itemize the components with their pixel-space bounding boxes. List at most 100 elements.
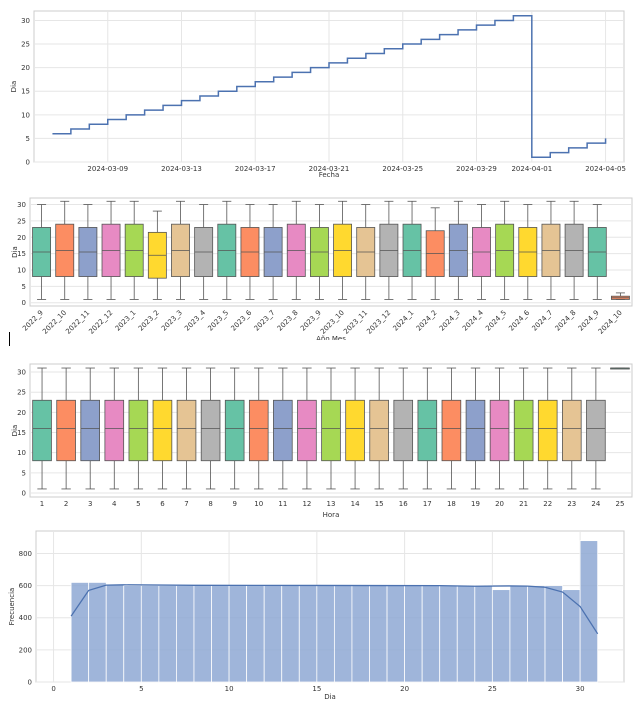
y-tick-label: 20: [17, 409, 26, 417]
x-tick-label: 20: [400, 685, 409, 693]
box: [128, 399, 149, 462]
histogram-bar: [351, 585, 370, 683]
box: [586, 399, 606, 462]
y-tick-label: 30: [17, 201, 26, 209]
box: [562, 399, 582, 462]
y-axis-label: Dia: [10, 81, 18, 93]
y-tick-label: 15: [17, 250, 26, 258]
histogram-bar: [491, 589, 511, 683]
x-tick-label: 21: [519, 500, 528, 508]
x-tick-label: 2024-04-01: [511, 165, 552, 173]
histogram-bar: [562, 589, 581, 683]
histogram-bar: [211, 585, 230, 683]
box: [537, 399, 558, 462]
series-line: [52, 14, 607, 159]
x-tick-label: 2024-03-29: [456, 165, 497, 173]
x-tick-label: 2023_10: [319, 309, 346, 336]
box: [56, 399, 76, 462]
histogram-bar: [509, 585, 528, 683]
histogram-bar: [421, 585, 441, 683]
x-tick-label: 2024_7: [530, 309, 554, 333]
x-axis-label: Dia: [324, 693, 336, 701]
box: [104, 399, 125, 462]
histogram-bar: [474, 585, 493, 683]
histogram-bar: [140, 585, 160, 683]
x-tick-label: 13: [327, 500, 336, 508]
box: [489, 399, 510, 462]
y-tick-label: 10: [17, 267, 26, 275]
y-tick-label: 10: [17, 449, 26, 457]
x-tick-label: 2023_6: [229, 308, 253, 332]
histogram-bar: [298, 585, 318, 683]
histogram-bar: [228, 585, 248, 683]
x-tick-label: 16: [399, 500, 408, 508]
x-tick-label: 2024_6: [507, 308, 531, 332]
x-tick-label: 2024-03-25: [382, 165, 423, 173]
x-tick-label: 2024_2: [415, 309, 439, 333]
y-tick-label: 25: [17, 389, 26, 397]
histogram-bar: [246, 585, 265, 683]
x-tick-label: 2024-03-13: [161, 165, 202, 173]
histogram-bar: [123, 585, 142, 683]
box: [224, 399, 245, 462]
histogram-bar: [193, 585, 212, 683]
x-tick-label: 7: [184, 500, 188, 508]
x-tick-label: 9: [232, 500, 236, 508]
histogram-bar: [281, 585, 300, 683]
x-tick-label: 30: [576, 685, 585, 693]
x-tick-label: 0: [51, 685, 55, 693]
histogram-bar: [316, 585, 335, 683]
x-tick-label: 2024_8: [554, 309, 578, 333]
x-tick-label: 18: [447, 500, 456, 508]
x-tick-label: 5: [139, 685, 143, 693]
x-tick-label: 2023_11: [342, 309, 369, 336]
x-tick-label: 4: [112, 500, 117, 508]
y-axis-label: Dia: [11, 425, 19, 437]
histogram-bar: [263, 585, 283, 683]
histogram-bar: [158, 585, 177, 683]
box: [32, 399, 52, 462]
histogram-bar: [386, 585, 405, 683]
x-tick-label: 2024_4: [461, 308, 485, 332]
x-tick-label: 5: [136, 500, 140, 508]
chart-dia-vs-fecha: 0 5 10 15 20 25 30 2024-03-09 2024-03-13 2024-03-…: [10, 10, 626, 178]
x-tick-label: 3: [88, 500, 92, 508]
y-tick-label: 25: [21, 41, 30, 49]
x-axis-label: Año Mes: [316, 335, 346, 340]
y-tick-label: 200: [19, 646, 32, 654]
x-tick-label: 20: [495, 500, 504, 508]
x-tick-label: 2023_8: [276, 309, 300, 333]
y-tick-label: 20: [21, 64, 30, 72]
box: [200, 399, 221, 462]
box: [176, 399, 197, 462]
x-tick-label: 2023_12: [365, 309, 392, 336]
kde-curve: [70, 584, 599, 635]
x-tick-label: 25: [488, 685, 497, 693]
x-tick-label: 2024-04-05: [585, 165, 626, 173]
x-tick-label: 2023_4: [183, 308, 207, 332]
histogram-bar: [456, 585, 476, 683]
histogram-bar: [176, 585, 195, 683]
y-axis-label: Frecuencia: [8, 588, 16, 626]
y-tick-label: 0: [22, 489, 26, 497]
y-tick-label: 600: [19, 582, 32, 590]
x-tick-label: 2024-03-21: [309, 165, 350, 173]
x-axis-label: Fecha: [319, 171, 340, 178]
box: [417, 399, 438, 462]
x-tick-label: 15: [375, 500, 384, 508]
y-tick-label: 5: [22, 283, 26, 291]
x-tick-label: 2022_11: [64, 309, 91, 336]
box: [369, 399, 389, 462]
box: [297, 399, 317, 462]
box: [513, 399, 534, 462]
x-tick-label: 14: [351, 500, 360, 508]
x-tick-label: 2023_3: [160, 309, 184, 333]
x-tick-label: 2023_5: [206, 309, 230, 333]
histogram-bar: [404, 585, 423, 683]
histogram-bar: [105, 584, 125, 683]
box: [393, 399, 414, 462]
x-tick-label: 19: [471, 500, 480, 508]
y-tick-label: 30: [17, 369, 26, 377]
histogram-bar: [579, 540, 599, 683]
